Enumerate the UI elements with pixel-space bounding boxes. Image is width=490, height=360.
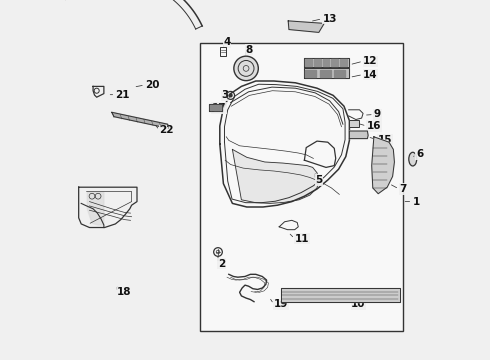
- Text: 15: 15: [377, 135, 392, 145]
- Text: 20: 20: [145, 80, 159, 90]
- Text: 21: 21: [116, 90, 130, 100]
- Polygon shape: [232, 149, 319, 203]
- Polygon shape: [87, 192, 104, 225]
- Text: 12: 12: [363, 56, 378, 66]
- Text: 14: 14: [363, 69, 378, 80]
- Bar: [331, 59, 338, 66]
- Bar: [340, 59, 346, 66]
- Text: 18: 18: [117, 287, 132, 297]
- Bar: [219, 105, 220, 110]
- Polygon shape: [304, 58, 349, 67]
- Text: 4: 4: [223, 37, 231, 48]
- Text: 6: 6: [416, 149, 423, 159]
- Bar: [216, 105, 218, 110]
- Text: 10: 10: [351, 299, 366, 309]
- Text: 16: 16: [367, 121, 381, 131]
- Circle shape: [229, 94, 232, 97]
- Polygon shape: [304, 68, 349, 78]
- Text: 2: 2: [218, 258, 225, 269]
- Text: 8: 8: [245, 45, 253, 55]
- Polygon shape: [112, 112, 170, 129]
- Bar: [220, 47, 226, 56]
- Bar: [323, 59, 329, 66]
- Polygon shape: [209, 104, 221, 111]
- Text: 9: 9: [374, 109, 381, 120]
- Bar: [200, 43, 403, 331]
- Bar: [314, 59, 320, 66]
- Bar: [305, 70, 316, 77]
- Bar: [349, 120, 360, 127]
- Polygon shape: [372, 137, 394, 194]
- Polygon shape: [349, 131, 368, 139]
- Bar: [210, 105, 212, 110]
- Polygon shape: [281, 288, 400, 302]
- Text: 3: 3: [221, 90, 229, 100]
- Bar: [305, 59, 312, 66]
- Text: 17: 17: [212, 103, 226, 113]
- Text: 1: 1: [413, 197, 419, 207]
- Text: 19: 19: [274, 299, 288, 309]
- Bar: [213, 105, 215, 110]
- Bar: [334, 70, 345, 77]
- Text: 22: 22: [159, 125, 174, 135]
- Text: 5: 5: [315, 175, 322, 185]
- Bar: [320, 70, 331, 77]
- Ellipse shape: [409, 152, 416, 166]
- Circle shape: [234, 56, 258, 81]
- Text: 13: 13: [322, 14, 337, 24]
- Text: 11: 11: [294, 234, 309, 244]
- Text: 7: 7: [399, 184, 407, 194]
- Polygon shape: [288, 21, 324, 32]
